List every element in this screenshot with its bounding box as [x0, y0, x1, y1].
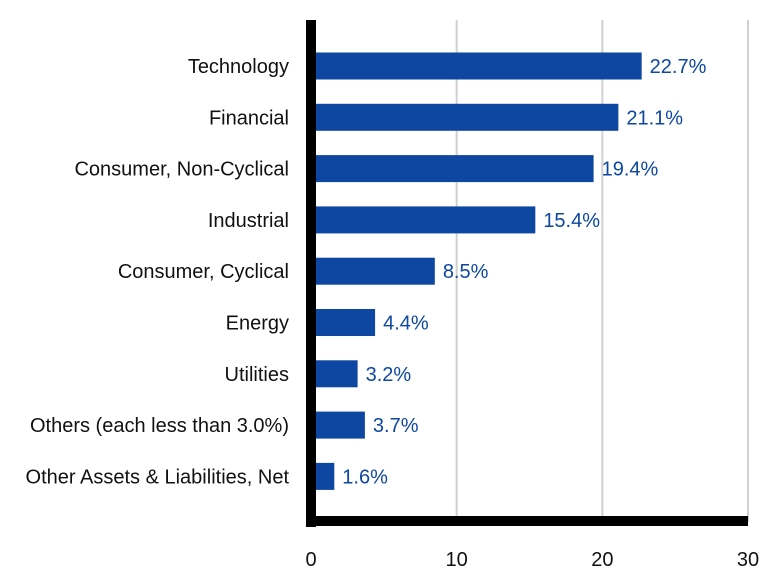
y-axis-line [306, 20, 316, 527]
bar [315, 206, 536, 234]
gridlines [455, 20, 749, 522]
category-label: Financial [209, 107, 289, 129]
data-label: 19.4% [602, 159, 659, 181]
data-label: 15.4% [543, 210, 600, 232]
data-label: 4.4% [383, 313, 429, 335]
bars [315, 52, 642, 490]
data-label: 1.6% [342, 466, 388, 488]
x-tick-label: 0 [305, 549, 316, 571]
x-axis-line [306, 516, 748, 526]
x-tick-label: 30 [737, 549, 759, 571]
category-label: Industrial [208, 210, 289, 232]
bar [315, 52, 642, 80]
category-label: Energy [226, 313, 289, 335]
data-label: 3.7% [373, 415, 419, 437]
x-tick-label: 10 [446, 549, 468, 571]
data-label: 3.2% [366, 364, 412, 386]
category-label: Consumer, Cyclical [118, 261, 289, 283]
x-tick-label: 20 [591, 549, 613, 571]
category-label: Consumer, Non-Cyclical [74, 159, 289, 181]
labels: 0 10 20 30 Technology 22.7% Financial 21.1% Cons… [26, 56, 760, 571]
data-label: 8.5% [443, 261, 489, 283]
bar [315, 155, 594, 183]
bar [315, 103, 619, 131]
bar [315, 462, 335, 490]
bar [315, 411, 365, 439]
bar [315, 257, 435, 285]
category-label: Others (each less than 3.0%) [30, 415, 289, 437]
category-label: Utilities [225, 364, 289, 386]
category-label: Other Assets & Liabilities, Net [26, 466, 290, 488]
data-label: 21.1% [626, 107, 683, 129]
axes [306, 20, 748, 527]
bar [315, 309, 376, 336]
category-label: Technology [188, 56, 289, 78]
data-label: 22.7% [650, 56, 707, 78]
bar [315, 360, 358, 388]
